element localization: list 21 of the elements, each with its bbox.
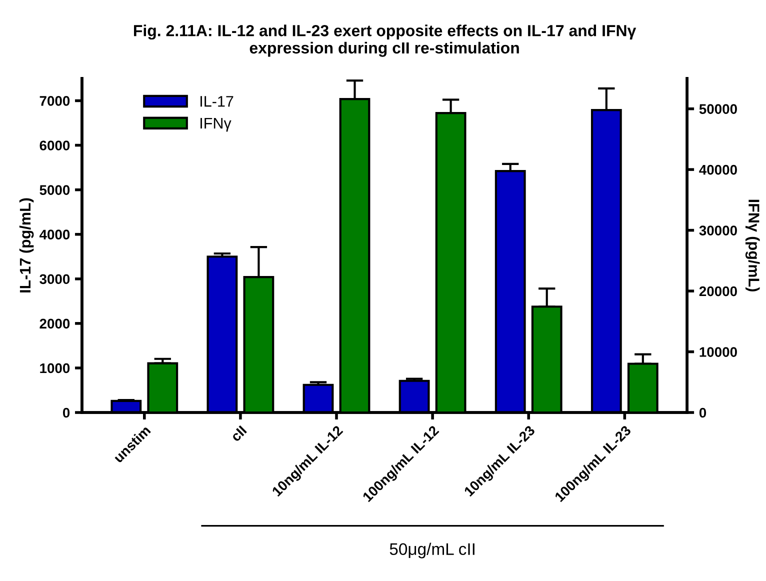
y-tick-label: 5000	[40, 185, 70, 195]
y2-tick-label: 10000	[700, 347, 737, 357]
legend-label: IFNγ	[200, 118, 232, 132]
y-tick-label: 6000	[40, 140, 70, 150]
chart-title: Fig. 2.11A: IL-12 and IL-23 exert opposite effects on IL-17 and IFNγ expression during cII re-stimulation	[134, 24, 636, 57]
y2-tick-label: 40000	[699, 164, 737, 175]
y-tick-label: 2000	[40, 318, 70, 329]
y2-axis-title: IFNγ (pg/mL)	[745, 200, 760, 292]
x-tick-label: cII	[230, 425, 248, 442]
y-tick-label: 3000	[40, 274, 70, 284]
y-tick-label: 1000	[40, 363, 70, 374]
y2-tick-label: 50000	[699, 104, 737, 114]
y-tick-label: 7000	[40, 96, 70, 106]
text: 50μg/mL cII	[390, 542, 474, 558]
y2-tick-label: 30000	[699, 226, 737, 236]
y-axis-title: IL-17 (pg/mL)	[19, 198, 34, 292]
y-tick-label: 0	[62, 408, 70, 418]
legend-label: IL-17	[200, 96, 234, 107]
y2-tick-label: 20000	[699, 286, 737, 296]
y-tick-label: 4000	[39, 230, 70, 240]
y2-tick-label: 0	[699, 408, 706, 418]
